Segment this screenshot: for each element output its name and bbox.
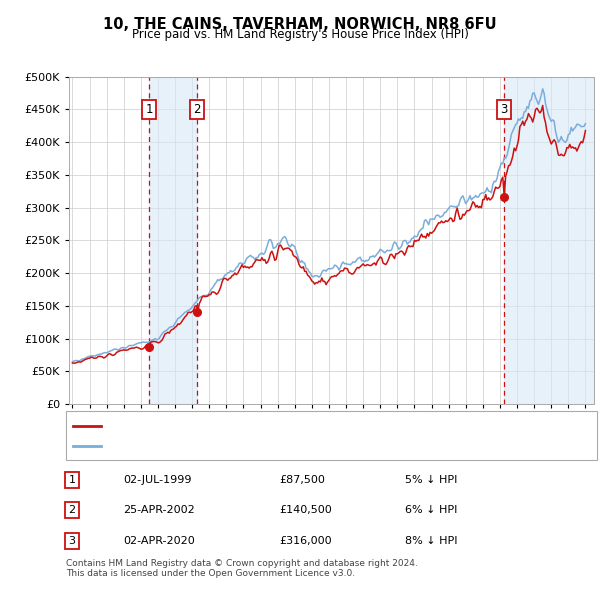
Text: 1: 1 (68, 475, 76, 484)
Text: £140,500: £140,500 (279, 506, 332, 515)
Text: Contains HM Land Registry data © Crown copyright and database right 2024.
This d: Contains HM Land Registry data © Crown c… (66, 559, 418, 578)
Bar (149, 77, 197, 404)
Text: 25-APR-2002: 25-APR-2002 (123, 506, 195, 515)
Text: HPI: Average price, detached house, Broadland: HPI: Average price, detached house, Broa… (106, 441, 352, 451)
Bar (504, 77, 594, 404)
Text: 8% ↓ HPI: 8% ↓ HPI (405, 536, 458, 546)
Text: 3: 3 (500, 103, 508, 116)
Text: 2: 2 (68, 506, 76, 515)
Text: £316,000: £316,000 (279, 536, 332, 546)
Text: 3: 3 (68, 536, 76, 546)
Text: 1: 1 (146, 103, 153, 116)
Text: 02-APR-2020: 02-APR-2020 (123, 536, 195, 546)
Text: Price paid vs. HM Land Registry's House Price Index (HPI): Price paid vs. HM Land Registry's House … (131, 28, 469, 41)
Text: 5% ↓ HPI: 5% ↓ HPI (405, 475, 457, 484)
Text: 6% ↓ HPI: 6% ↓ HPI (405, 506, 457, 515)
Text: 10, THE CAINS, TAVERHAM, NORWICH, NR8 6FU (detached house): 10, THE CAINS, TAVERHAM, NORWICH, NR8 6F… (106, 421, 448, 431)
Text: 10, THE CAINS, TAVERHAM, NORWICH, NR8 6FU: 10, THE CAINS, TAVERHAM, NORWICH, NR8 6F… (103, 17, 497, 32)
Text: 02-JUL-1999: 02-JUL-1999 (123, 475, 191, 484)
Text: 2: 2 (194, 103, 201, 116)
Text: £87,500: £87,500 (279, 475, 325, 484)
